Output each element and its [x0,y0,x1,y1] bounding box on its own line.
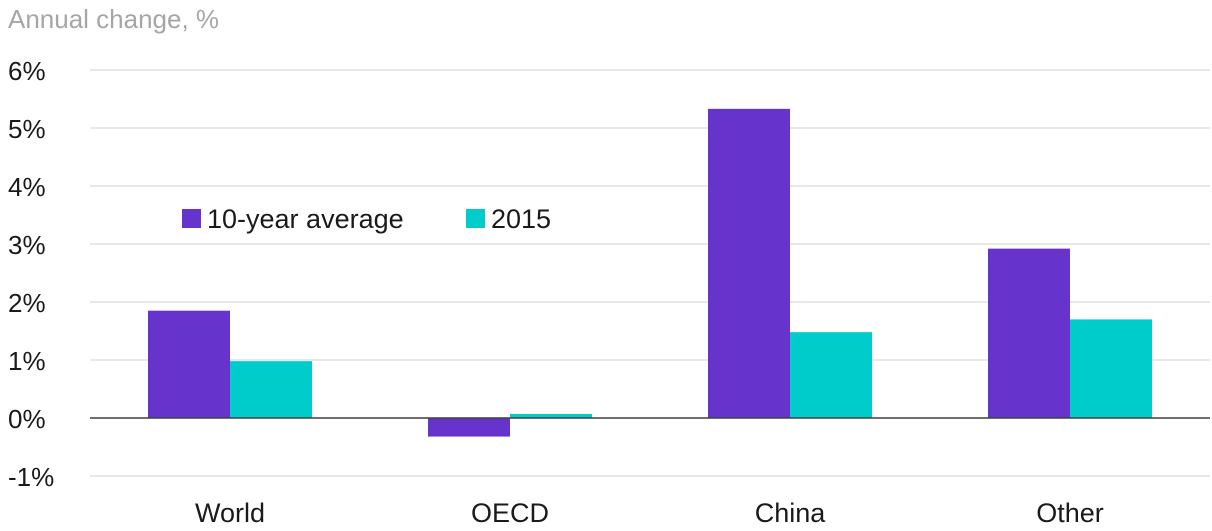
legend-swatch [182,209,201,228]
legend-label: 10-year average [207,204,404,234]
bar-oecd-avg [428,418,510,437]
gridlines [90,69,1210,477]
y-tick-labels: -1% 0% 1% 2% 3% 4% 5% 6% [8,56,54,492]
y-tick-label: 0% [8,404,46,434]
bar-china-avg [708,108,790,419]
y-tick-label: 4% [8,172,46,202]
y-axis-title: Annual change, % [8,4,220,34]
bars [148,108,1152,437]
x-tick-labels: World OECD China Other [195,498,1104,528]
x-tick-label: OECD [471,498,549,526]
bar-other-2015 [1070,319,1152,418]
bar-oecd-2015 [510,413,592,418]
bar-world-avg [148,310,230,418]
y-tick-label: 5% [8,114,46,144]
legend-swatch [466,209,485,228]
y-tick-label: -1% [8,462,54,492]
x-tick-label: World [195,498,265,526]
y-tick-label: 1% [8,346,46,376]
y-tick-label: 3% [8,230,46,260]
y-tick-label: 6% [8,56,46,86]
bar-china-2015 [790,332,872,418]
legend-label: 2015 [491,204,551,234]
bar-world-2015 [230,361,312,418]
bar-other-avg [988,248,1070,418]
x-tick-label: Other [1036,498,1104,526]
x-tick-label: China [755,498,827,526]
y-tick-label: 2% [8,288,46,318]
legend: 10-year average 2015 [182,204,551,234]
